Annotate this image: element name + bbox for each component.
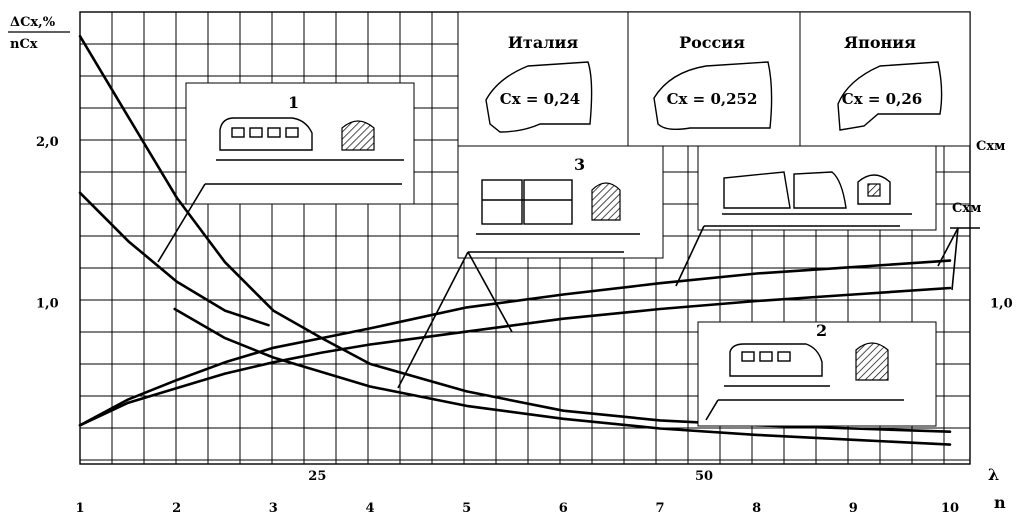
leader-3a (397, 251, 469, 389)
y-right-tick-label: 1,0 (990, 297, 1013, 312)
inset-2-label: 2 (816, 321, 827, 340)
japan-cx: Cx = 0,26 (842, 90, 922, 108)
x-tick-label: 5 (462, 501, 471, 516)
inset-russia: Россия Cx = 0,252 (627, 11, 801, 147)
italy-train-nose (485, 61, 593, 133)
leader-3b (467, 251, 513, 333)
series-3-line (173, 307, 952, 446)
series-5-line (78, 286, 952, 427)
inset-1: 1 (185, 82, 415, 205)
italy-cx: Cx = 0,24 (500, 90, 580, 108)
cross-section-4 (857, 174, 891, 205)
inset-3-label: 3 (574, 155, 585, 174)
leader-lines (157, 183, 980, 421)
leader-1 (157, 183, 206, 263)
cross-section-1 (341, 120, 375, 151)
inset-japan: Япония Cx = 0,26 (799, 11, 971, 147)
x-tick-label: 2 (172, 501, 181, 516)
x-tick-label: 7 (655, 501, 664, 516)
russia-train-nose (653, 61, 773, 131)
axis-labels: ΔCx,% nCx Cxм Cxм n λ (8, 15, 1006, 512)
tick-labels: 1 2 3 4 5 6 7 8 9 10 25 50 2,0 1,0 1,0 (36, 135, 1013, 516)
y-tick-label: 1,0 (36, 297, 59, 312)
x-tick-label: 10 (941, 501, 959, 516)
leader-4 (675, 225, 705, 287)
leader-2 (705, 399, 719, 421)
leader-cxm-b (951, 227, 959, 291)
inset-2: 2 (697, 321, 937, 427)
russia-label: Россия (679, 33, 745, 52)
x-label-n: n (994, 493, 1006, 512)
y-tick-label: 2,0 (36, 135, 59, 150)
x-tick-label: 9 (849, 501, 858, 516)
cxm-label: Cxм (952, 201, 981, 216)
y-label-top: ΔCx,% (10, 15, 56, 30)
x-tick-label: 8 (752, 501, 761, 516)
russia-cx: Cx = 0,252 (667, 90, 758, 108)
leader-cxm-a (937, 227, 959, 267)
series-4-line (78, 259, 952, 427)
train-profile-4a (723, 171, 791, 209)
x-label-lambda: λ (988, 465, 999, 484)
inset-double-train (697, 145, 937, 231)
train-profile-2 (729, 343, 823, 377)
y-label-right: Cxм (976, 139, 1005, 154)
inset-italy: Италия Cx = 0,24 (457, 11, 629, 147)
train-profile-3a (481, 179, 523, 225)
train-profile-1 (219, 117, 313, 151)
italy-label: Италия (508, 33, 579, 52)
x-tick-label: 4 (365, 501, 374, 516)
cross-section-2 (855, 342, 889, 381)
train-profile-3b (523, 179, 573, 225)
japan-train-nose (837, 61, 943, 131)
x-tick-label: 6 (559, 501, 568, 516)
series-2-line (78, 191, 270, 327)
cross-section-3 (591, 182, 621, 221)
x-tick-label: 3 (269, 501, 278, 516)
inset-3: 3 (457, 145, 664, 259)
lambda-tick-label: 50 (695, 469, 713, 484)
lambda-tick-label: 25 (308, 469, 326, 484)
japan-label: Япония (844, 33, 916, 52)
x-tick-label: 1 (75, 501, 84, 516)
inset-1-label: 1 (288, 93, 299, 112)
y-label-bottom: nCx (10, 37, 38, 52)
train-profile-4b (793, 171, 847, 209)
